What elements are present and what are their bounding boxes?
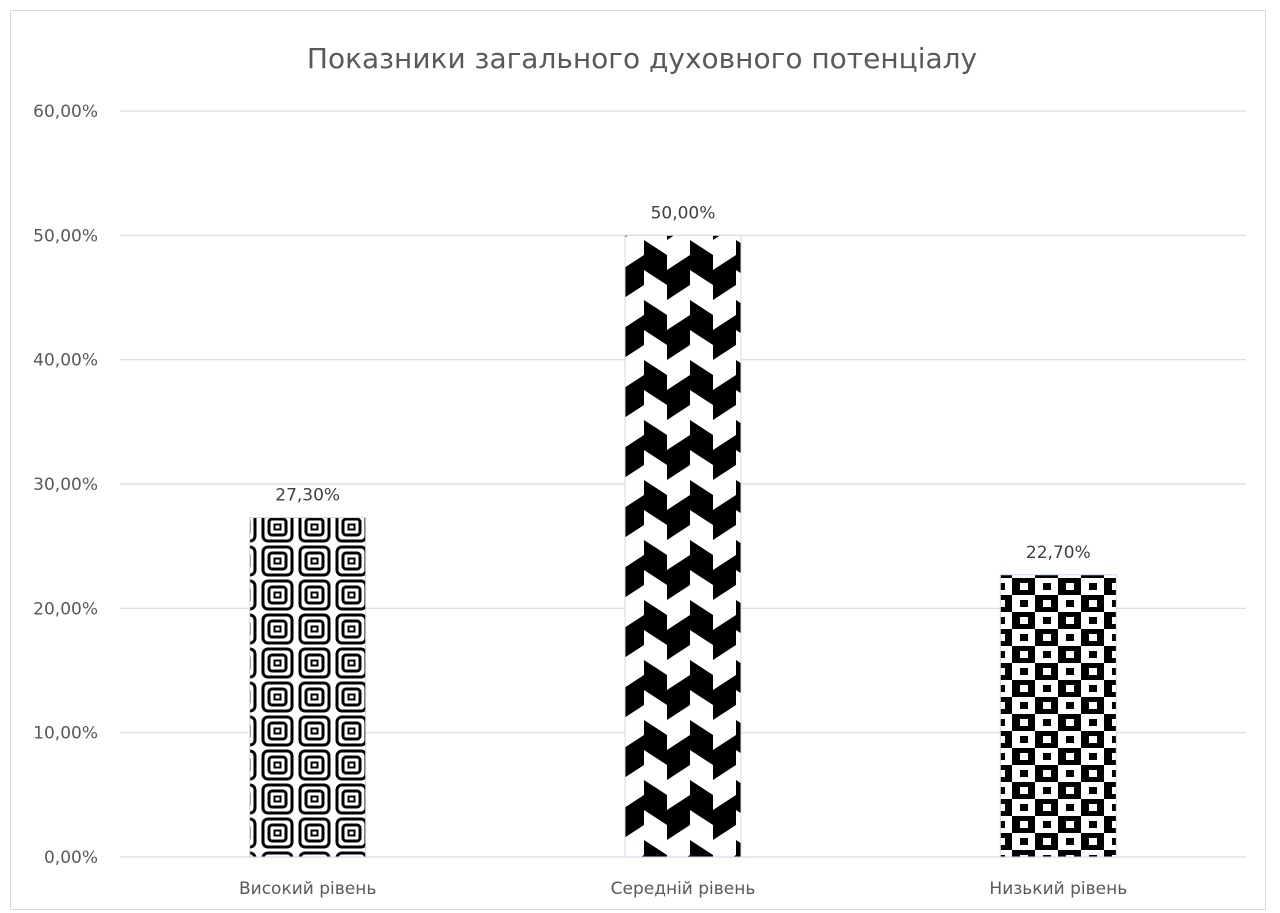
data-label: 22,70% [1026,543,1091,563]
data-label: 27,30% [275,486,340,506]
x-category-label: Низький рівень [989,879,1127,899]
y-tick-label: 40,00% [33,351,98,371]
x-axis-labels: Високий рівень Середній рівень Низький рів… [239,879,1127,899]
y-axis-labels: 0,00% 10,00% 20,00% 30,00% 40,00% 50,00% 60,00… [33,102,98,868]
bars [249,234,1117,858]
bar-1 [249,517,367,858]
y-tick-label: 0,00% [44,848,98,868]
x-category-label: Високий рівень [239,879,376,899]
chart-title: Показники загального духовного потенціал… [307,42,977,75]
y-tick-label: 30,00% [33,475,98,495]
y-tick-label: 50,00% [33,226,98,246]
x-category-label: Середній рівень [611,879,756,899]
bar-3 [999,574,1117,858]
data-labels: 27,30% 50,00% 22,70% [275,203,1090,562]
y-tick-label: 20,00% [33,599,98,619]
y-tick-label: 60,00% [33,102,98,122]
data-label: 50,00% [651,203,716,223]
bar-2 [624,234,742,858]
y-tick-label: 10,00% [33,724,98,744]
